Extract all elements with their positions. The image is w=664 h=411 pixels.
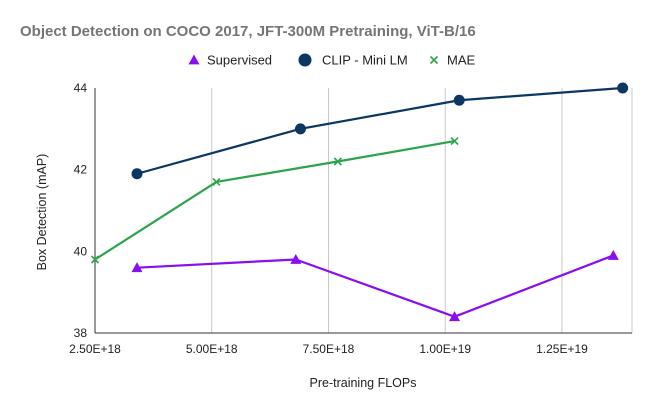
legend-label-supervised: Supervised <box>207 53 272 68</box>
y-tick-label-3: 44 <box>74 81 88 95</box>
axes <box>94 88 632 334</box>
series-lines <box>94 86 623 318</box>
data-point-mae-0 <box>90 255 100 264</box>
legend: Supervised CLIP - Mini LM MAE <box>188 53 476 68</box>
legend-label-clip-mini-lm: CLIP - Mini LM <box>322 53 408 68</box>
data-point-clip-mini-lm-0 <box>131 168 143 180</box>
chart-title: Object Detection on COCO 2017, JFT-300M … <box>20 23 476 40</box>
x-tick-label-0: 2.50E+18 <box>69 342 121 356</box>
series-markers <box>90 82 629 322</box>
legend-marker-clip-mini-lm <box>298 53 312 67</box>
y-tick-label-2: 42 <box>74 163 88 177</box>
x-tick-label-2: 7.50E+18 <box>303 342 355 356</box>
y-tick-labels: 38 40 42 44 <box>74 81 88 340</box>
series-line-mae <box>94 139 455 261</box>
legend-marker-supervised <box>188 54 200 65</box>
data-point-supervised-1 <box>290 254 302 264</box>
x-tick-label-4: 1.25E+19 <box>536 342 588 356</box>
y-axis-label: Box Detection (mAP) <box>35 154 49 271</box>
data-point-clip-mini-lm-3 <box>617 82 629 94</box>
legend-marker-mae <box>429 55 439 65</box>
data-point-clip-mini-lm-1 <box>294 123 306 135</box>
x-tick-label-3: 1.00E+19 <box>419 342 471 356</box>
series-line-supervised <box>136 254 614 318</box>
x-tick-label-1: 5.00E+18 <box>186 342 238 356</box>
data-point-mae-1 <box>212 177 221 186</box>
data-point-clip-mini-lm-2 <box>453 94 465 106</box>
data-point-mae-3 <box>450 137 459 146</box>
x-axis-label: Pre-training FLOPs <box>310 376 417 390</box>
y-tick-label-0: 38 <box>74 326 88 340</box>
data-point-supervised-0 <box>131 262 143 273</box>
data-point-supervised-2 <box>449 311 461 322</box>
data-point-mae-2 <box>333 157 342 166</box>
series-line-clip-mini-lm <box>136 86 623 175</box>
grid <box>94 88 633 333</box>
x-tick-labels: 2.50E+18 5.00E+18 7.50E+18 1.00E+19 1.25E+19 <box>69 342 588 356</box>
legend-label-mae: MAE <box>447 53 476 68</box>
y-tick-label-1: 40 <box>74 244 88 258</box>
data-point-supervised-3 <box>607 249 619 260</box>
